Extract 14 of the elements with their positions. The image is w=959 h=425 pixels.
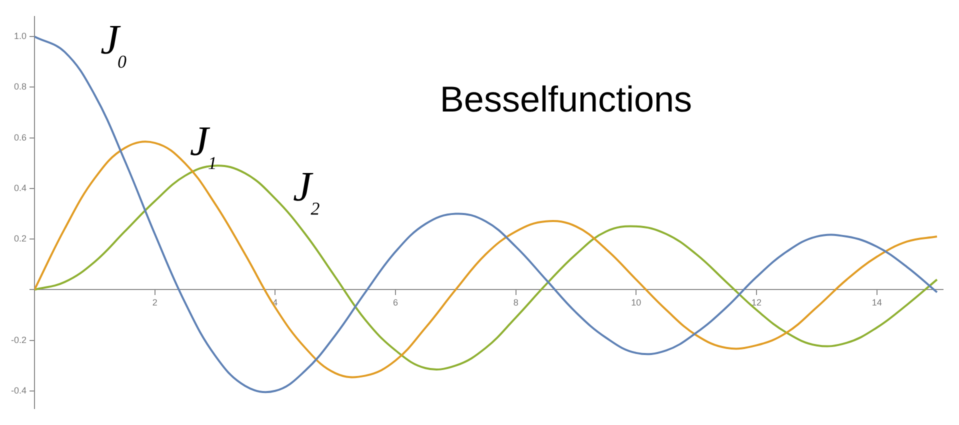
y-tick-label: 0.6 [14, 132, 27, 142]
y-tick-label: 0.2 [14, 234, 27, 244]
y-tick-label: 1.0 [14, 31, 27, 42]
y-tick-label: -0.4 [10, 385, 27, 396]
x-tick-label: 8 [513, 298, 518, 308]
text: Besselfunctions [440, 78, 692, 120]
x-tick-label: 10 [631, 298, 642, 308]
x-tick-label: 14 [872, 298, 882, 308]
x-tick-label: 12 [751, 298, 762, 308]
y-tick-label: 0.4 [14, 182, 27, 193]
x-tick-label: 2 [152, 298, 158, 308]
y-tick-label: -0.2 [10, 334, 27, 345]
y-tick-label: 0.8 [14, 82, 27, 92]
x-tick-label: 6 [392, 298, 398, 308]
